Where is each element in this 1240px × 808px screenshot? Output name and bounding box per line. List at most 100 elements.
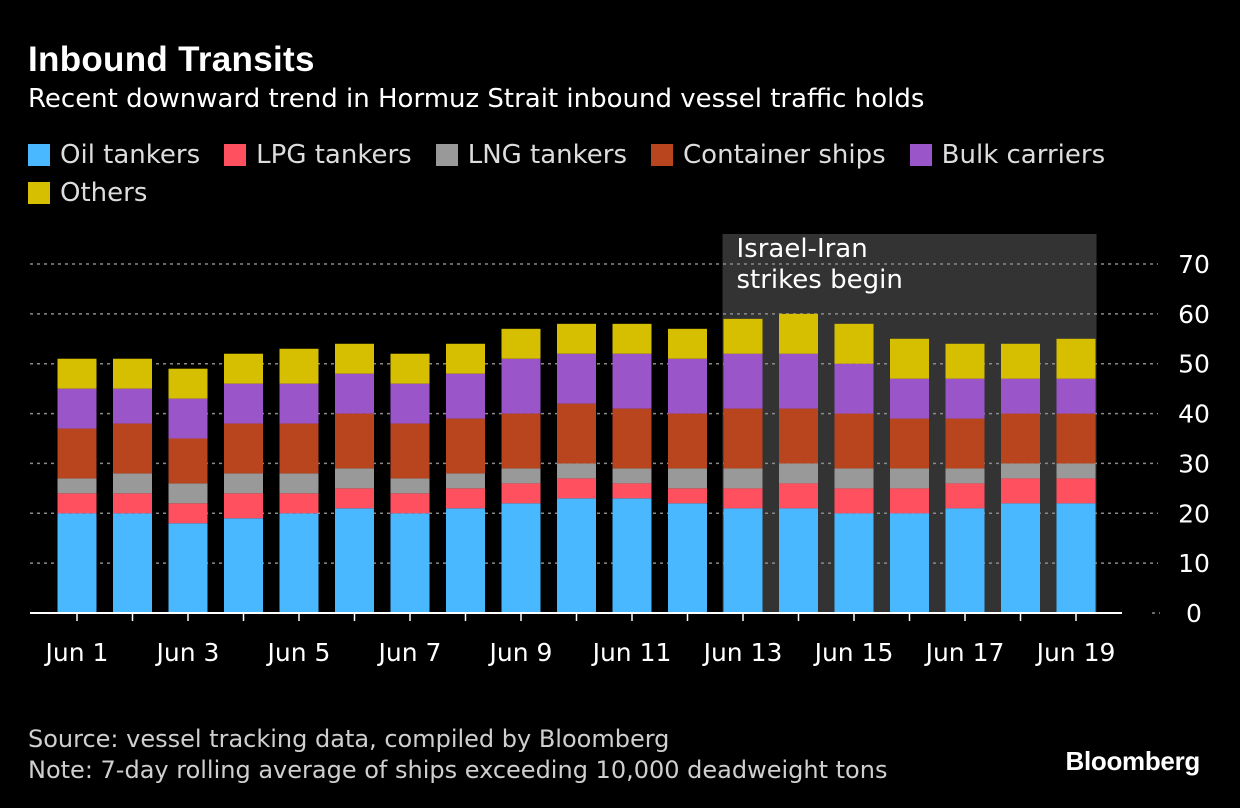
bar-segment: [57, 358, 97, 389]
bar-segment: [168, 483, 208, 504]
bar-segment: [779, 463, 818, 484]
bar-segment: [168, 503, 208, 524]
bar-segment: [1001, 413, 1040, 464]
bar-segment: [1001, 478, 1040, 504]
legend-swatch: [651, 144, 674, 166]
annotation-label: Israel-Iran: [737, 234, 868, 264]
y-tick-label: 30: [1178, 449, 1210, 478]
x-tick-label: Jun 7: [377, 638, 442, 667]
legend-item-bulk-carriers: Bulk carriers: [909, 140, 1106, 170]
bar-segment: [390, 353, 430, 384]
bar-segment: [779, 408, 818, 464]
bar-segment: [113, 473, 152, 494]
bar-segment: [57, 493, 97, 514]
bar-segment: [113, 358, 152, 389]
bar-segment: [390, 423, 430, 479]
bar-segment: [446, 343, 485, 374]
bar-segment: [668, 468, 707, 489]
bar-segment: [446, 418, 485, 474]
bar-segment: [168, 368, 208, 399]
bar-segment: [723, 468, 763, 489]
legend-swatch: [909, 144, 932, 166]
legend-item-lng-tankers: LNG tankers: [435, 140, 628, 170]
bar-segment: [668, 413, 707, 469]
bar-segment: [890, 378, 929, 419]
legend-item-container-ships: Container ships: [651, 140, 886, 170]
bar-segment: [501, 358, 541, 414]
bar-segment: [446, 508, 485, 613]
bar-segment: [113, 388, 152, 424]
bar-segment: [446, 373, 485, 419]
bar-segment: [945, 418, 985, 469]
y-tick-label: 0: [1186, 599, 1202, 628]
bar-segment: [501, 468, 541, 484]
legend-item-oil-tankers: Oil tankers: [28, 140, 200, 170]
legend-label: Container ships: [683, 140, 886, 170]
y-tick-label: 40: [1178, 400, 1210, 429]
bar-segment: [834, 488, 874, 514]
bar-segment: [57, 388, 97, 429]
x-tick-label: Jun 5: [266, 638, 331, 667]
bar-segment: [224, 473, 263, 494]
bar-segment: [113, 493, 152, 514]
legend-item-others: Others: [28, 178, 147, 208]
bar-segment: [1056, 338, 1096, 379]
bar-segment: [557, 403, 596, 464]
bar-segment: [390, 493, 430, 514]
bar-segment: [668, 358, 707, 414]
bar-segment: [668, 488, 707, 504]
bar-segment: [279, 348, 319, 384]
bar-segment: [723, 488, 763, 509]
bar-segment: [224, 383, 263, 424]
bar-segment: [723, 508, 763, 613]
bar-segment: [890, 488, 929, 514]
bar-segment: [1001, 503, 1040, 613]
x-tick-label: Jun 15: [813, 638, 894, 667]
bar-segment: [113, 423, 152, 474]
bar-segment: [890, 418, 929, 469]
bar-segment: [501, 328, 541, 359]
legend-label: LNG tankers: [467, 140, 628, 170]
bar-segment: [612, 498, 652, 613]
bar-segment: [890, 468, 929, 489]
bar-segment: [557, 353, 596, 404]
chart-subtitle: Recent downward trend in Hormuz Strait i…: [28, 84, 925, 114]
bar-segment: [668, 503, 707, 613]
legend: Oil tankers LPG tankers LNG tankers Cont…: [28, 140, 1208, 208]
bar-segment: [945, 483, 985, 509]
bar-segment: [57, 428, 97, 479]
bar-segment: [612, 323, 652, 354]
bar-segment: [557, 323, 596, 354]
bar-segment: [113, 513, 152, 613]
bar-segment: [335, 343, 374, 374]
bar-segment: [1001, 378, 1040, 414]
bar-segment: [945, 343, 985, 379]
bar-segment: [612, 468, 652, 484]
y-tick-label: 20: [1178, 499, 1210, 528]
bar-segment: [557, 478, 596, 499]
bar-segment: [279, 473, 319, 494]
source-note: Source: vessel tracking data, compiled b…: [28, 725, 670, 753]
x-tick-label: Jun 17: [924, 638, 1005, 667]
legend-swatch: [435, 144, 458, 166]
bar-segment: [834, 413, 874, 469]
legend-swatch: [224, 144, 247, 166]
bar-segment: [279, 383, 319, 424]
bar-segment: [612, 408, 652, 469]
legend-label: LPG tankers: [256, 140, 412, 170]
bar-segment: [834, 468, 874, 489]
bar-segment: [779, 353, 818, 409]
bar-segment: [1056, 463, 1096, 479]
bar-segment: [224, 493, 263, 519]
bar-segment: [779, 313, 818, 354]
legend-label: Bulk carriers: [941, 140, 1106, 170]
bar-segment: [612, 483, 652, 499]
bar-segment: [945, 508, 985, 613]
bar-segment: [335, 413, 374, 469]
bar-segment: [390, 478, 430, 494]
bar-segment: [501, 413, 541, 469]
x-tick-label: Jun 1: [44, 638, 109, 667]
bar-segment: [945, 378, 985, 419]
bar-segment: [279, 423, 319, 474]
bar-segment: [168, 523, 208, 613]
